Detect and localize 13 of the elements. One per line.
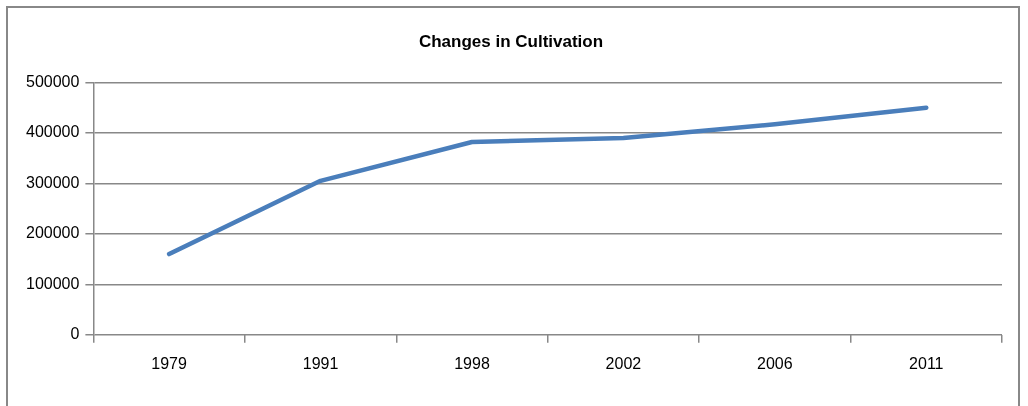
- chart-title: Changes in Cultivation: [418, 31, 604, 51]
- y-tick-label: 200000: [26, 224, 80, 242]
- x-tick-label: 1979: [151, 354, 188, 372]
- x-tick-label: 2006: [757, 354, 793, 372]
- x-tick-label: 1991: [302, 354, 339, 372]
- y-tick-label: 300000: [26, 173, 80, 191]
- y-tick-label: 500000: [26, 72, 80, 90]
- y-tick-label: 100000: [26, 274, 80, 292]
- y-tick-label: 400000: [26, 123, 80, 141]
- y-tick-label: 0: [70, 325, 80, 343]
- x-tick-label: 1998: [454, 354, 490, 372]
- x-tick-label: 2002: [605, 354, 642, 372]
- x-tick-label: 2011: [909, 354, 944, 372]
